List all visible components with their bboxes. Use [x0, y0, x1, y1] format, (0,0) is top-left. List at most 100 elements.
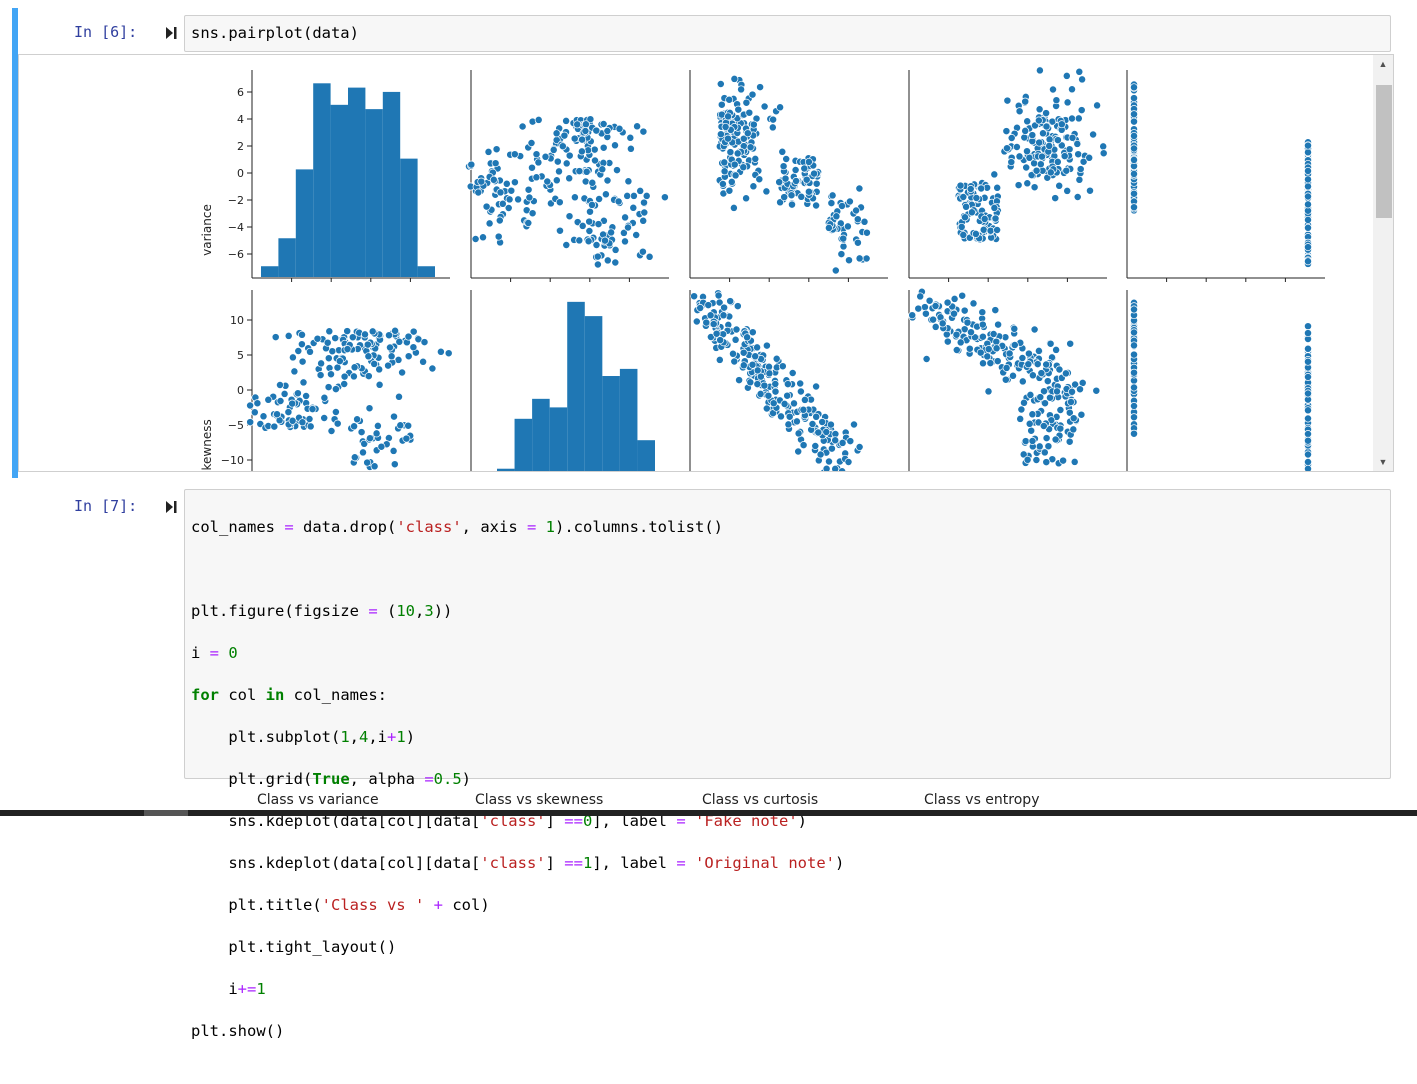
run-cell-icon[interactable]: [166, 501, 177, 513]
scatter-point: [264, 395, 273, 404]
scatter-point: [601, 190, 610, 199]
scatter-point: [1014, 181, 1023, 190]
scatter-point: [983, 352, 992, 361]
scatter-point: [831, 436, 840, 445]
cell-6-input[interactable]: sns.pairplot(data): [184, 15, 1391, 52]
scatter-point: [391, 326, 400, 335]
scatter-point: [592, 126, 601, 135]
scatter-point: [1304, 148, 1312, 157]
scrollbar-thumb[interactable]: [1376, 85, 1392, 218]
scatter-point: [601, 236, 609, 245]
code-line: plt.show(): [191, 1021, 844, 1042]
scatter-point: [624, 223, 632, 232]
scatter-point: [780, 399, 789, 408]
scatter-point: [1304, 192, 1312, 201]
scatter-point: [765, 369, 774, 378]
scatter-point: [799, 441, 808, 450]
scatter-point: [1028, 410, 1037, 419]
scroll-up-arrow-icon[interactable]: ▲: [1378, 59, 1388, 69]
scatter-point: [1086, 186, 1094, 195]
scatter-point: [1065, 408, 1074, 417]
scatter-point: [377, 442, 386, 451]
scatter-point: [1304, 406, 1312, 415]
scatter-point: [1130, 94, 1138, 103]
output-scrollbar[interactable]: ▲ ▼: [1373, 55, 1393, 471]
scatter-point: [297, 340, 306, 349]
scatter-point: [402, 434, 411, 443]
scatter-point: [614, 197, 623, 206]
scatter-point: [1077, 410, 1086, 419]
scatter-point: [775, 178, 784, 187]
scatter-point: [636, 186, 645, 195]
scatter-point: [962, 202, 971, 211]
scatter-point: [364, 372, 373, 381]
scatter-point: [972, 194, 981, 202]
scatter-point: [599, 143, 608, 152]
scatter-point: [986, 226, 995, 235]
scatter-point: [560, 131, 569, 140]
scatter-point: [1038, 152, 1046, 161]
scatter-point: [718, 180, 727, 188]
scatter-point: [528, 163, 536, 172]
code-text: i: [191, 980, 238, 998]
scatter-point: [1016, 414, 1025, 423]
scatter-point: [692, 317, 701, 326]
scatter-point: [1019, 450, 1028, 459]
scatter-point: [950, 294, 959, 303]
scatter-point: [640, 198, 648, 207]
scatter-point: [827, 199, 836, 208]
scatter-point: [764, 391, 773, 400]
scatter-point: [316, 371, 325, 380]
scatter-point: [1040, 448, 1049, 457]
scatter-point: [1304, 344, 1312, 353]
scatter-point: [1130, 83, 1138, 92]
code-text: ,i: [368, 728, 388, 746]
scatter-point: [386, 343, 394, 352]
scatter-point: [632, 231, 641, 239]
scatter-point: [586, 115, 595, 124]
scatter-point: [978, 308, 987, 317]
scatter-point: [729, 203, 738, 212]
scatter-point: [639, 216, 648, 225]
scatter-point: [1075, 175, 1084, 184]
scatter-point: [246, 418, 255, 427]
scatter-point: [1035, 138, 1044, 147]
scatter-point: [1002, 127, 1011, 136]
scatter-point: [645, 252, 654, 261]
scatter-point: [812, 179, 821, 188]
output-title-curtosis: Class vs curtosis: [702, 792, 819, 808]
scatter-point: [721, 122, 730, 131]
scatter-point: [1042, 109, 1051, 118]
cell-6-output[interactable]: 6 4 2 0 −2 −4 −6 10 5 0 −5 −10 variance skewness ▲ …: [18, 54, 1394, 472]
scatter-point: [398, 368, 407, 377]
scatter-point: [748, 90, 757, 99]
output-title-skewness: Class vs skewness: [475, 792, 604, 808]
scatter-point: [959, 230, 968, 239]
scatter-point: [991, 214, 1000, 223]
scatter-point: [726, 297, 735, 306]
scatter-point: [993, 357, 1002, 366]
scatter-point: [582, 167, 591, 176]
y-tick-label: 6: [237, 86, 244, 99]
scatter-point: [1007, 134, 1016, 142]
scatter-point: [479, 233, 487, 242]
histogram-bar: [602, 376, 620, 471]
scatter-point: [1076, 165, 1085, 174]
scatter-point: [1023, 455, 1032, 464]
scatter-point: [436, 347, 445, 356]
scatter-point: [396, 421, 405, 430]
scatter-point: [1034, 346, 1043, 355]
code-text: , alpha: [349, 770, 425, 788]
cell-7-input[interactable]: col_names = data.drop('class', axis = 1)…: [184, 489, 1391, 1040]
scroll-down-arrow-icon[interactable]: ▼: [1378, 457, 1388, 467]
y-tick-label: 2: [237, 140, 244, 153]
scatter-point: [800, 395, 809, 404]
scatter-point: [276, 397, 285, 405]
scatter-point: [1042, 122, 1051, 131]
code-string: 'class': [396, 518, 462, 536]
run-cell-icon[interactable]: [166, 27, 177, 39]
code-string: 'class': [480, 854, 546, 872]
scatter-point: [575, 236, 584, 245]
histogram-bar: [532, 398, 550, 471]
scatter-point: [788, 369, 797, 377]
